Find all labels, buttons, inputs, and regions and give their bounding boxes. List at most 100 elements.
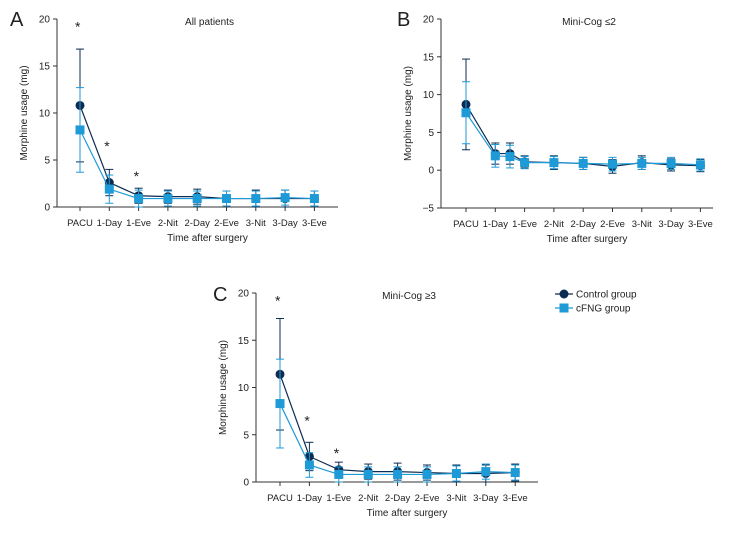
data-point xyxy=(520,158,530,168)
data-point xyxy=(363,469,373,479)
data-point xyxy=(134,194,144,204)
x-tick-label: 2-Eve xyxy=(415,493,440,504)
x-tick-label: 1-Day xyxy=(483,219,509,230)
data-point xyxy=(608,159,617,169)
x-tick-label: 3-Day xyxy=(473,493,499,504)
data-point xyxy=(280,193,290,203)
data-point xyxy=(222,194,231,204)
panel-letter: C xyxy=(213,284,227,306)
significance-marker: * xyxy=(134,168,140,184)
y-tick-label: 0 xyxy=(44,203,50,214)
x-tick-label: 2-Nit xyxy=(544,219,564,230)
x-tick-label: 3-Day xyxy=(272,218,298,229)
x-tick-label: 3-Nit xyxy=(246,218,266,229)
panel-a: A All patients 0 5 10 15 20 PACU 1-Day 1-Eve 2-Nit… xyxy=(10,9,338,244)
x-axis-label: Time after surgery xyxy=(367,508,448,519)
legend-marker-circle xyxy=(559,289,569,299)
y-tick-label: 0 xyxy=(243,478,249,489)
significance-marker: * xyxy=(334,445,340,461)
x-tick-label: 3-Eve xyxy=(503,493,528,504)
y-tick-label: −5 xyxy=(423,204,435,215)
panel-c: C Mini-Cog ≥3 0 5 10 15 20 PACU 1-Day 1-Eve 2-Nit 2… xyxy=(213,284,637,519)
data-point xyxy=(104,184,114,194)
data-point xyxy=(251,194,261,204)
data-point xyxy=(334,469,344,479)
significance-marker: * xyxy=(75,19,81,35)
y-tick-label: 15 xyxy=(39,62,51,73)
data-point xyxy=(578,158,588,168)
legend-label: Control group xyxy=(576,290,637,301)
x-tick-label: 2-Nit xyxy=(358,493,378,504)
data-point xyxy=(695,160,705,170)
data-point xyxy=(637,158,647,168)
x-tick-label: 2-Eve xyxy=(600,219,625,230)
data-point xyxy=(393,469,403,479)
data-point xyxy=(549,158,559,168)
significance-marker: * xyxy=(104,138,110,154)
chart-title: Mini-Cog ≥3 xyxy=(382,291,436,302)
y-axis-label: Morphine usage (mg) xyxy=(403,66,414,161)
series-line xyxy=(465,112,701,166)
series-cfng xyxy=(75,87,319,208)
x-tick-label: 2-Day xyxy=(185,218,211,229)
panel-letter: B xyxy=(397,9,410,31)
series-cfng xyxy=(461,81,705,172)
legend-marker-square xyxy=(559,303,569,313)
data-point xyxy=(275,399,285,409)
y-tick-label: 20 xyxy=(238,289,250,300)
y-tick-label: 20 xyxy=(39,15,51,26)
y-tick-label: 10 xyxy=(39,109,51,120)
data-point xyxy=(163,194,173,204)
x-tick-label: 1-Eve xyxy=(326,493,351,504)
data-point xyxy=(309,194,319,204)
significance-marker: * xyxy=(304,413,310,429)
x-tick-label: 3-Nit xyxy=(446,493,466,504)
y-tick-label: 0 xyxy=(428,166,434,177)
x-tick-label: PACU xyxy=(67,218,93,229)
series-control xyxy=(275,318,520,483)
x-tick-label: 3-Day xyxy=(658,219,684,230)
x-tick-label: 1-Day xyxy=(97,218,123,229)
x-axis-label: Time after surgery xyxy=(547,234,628,245)
x-axis-label: Time after surgery xyxy=(167,233,248,244)
data-point xyxy=(304,460,314,470)
legend-label: cFNG group xyxy=(576,304,631,315)
y-tick-label: 5 xyxy=(428,128,434,139)
x-tick-label: 1-Day xyxy=(297,493,323,504)
x-tick-label: PACU xyxy=(453,219,479,230)
x-tick-label: 3-Nit xyxy=(632,219,652,230)
chart-title: Mini-Cog ≤2 xyxy=(562,17,616,28)
series-line xyxy=(79,129,315,200)
data-point xyxy=(451,468,461,478)
legend: Control group cFNG group xyxy=(555,289,637,315)
y-axis-label: Morphine usage (mg) xyxy=(218,340,229,435)
data-point xyxy=(481,467,491,477)
series-line xyxy=(279,374,516,475)
series-cfng xyxy=(275,358,520,483)
x-tick-label: 1-Eve xyxy=(512,219,537,230)
series-line xyxy=(79,105,315,200)
y-axis-label: Morphine usage (mg) xyxy=(19,65,30,160)
data-point xyxy=(666,158,676,168)
x-tick-label: 3-Eve xyxy=(302,218,327,229)
x-tick-label: PACU xyxy=(267,493,293,504)
panel-b: B Mini-Cog ≤2 −5 0 5 10 15 20 PACU 1-Day 1-Eve 2-Ni… xyxy=(397,9,713,245)
x-tick-label: 2-Day xyxy=(385,493,411,504)
y-tick-label: 15 xyxy=(423,52,435,63)
x-tick-label: 1-Eve xyxy=(126,218,151,229)
data-point xyxy=(505,152,515,162)
data-point xyxy=(192,194,202,204)
panel-letter: A xyxy=(10,9,24,31)
y-tick-label: 10 xyxy=(423,90,435,101)
y-tick-label: 10 xyxy=(238,383,250,394)
series-control xyxy=(75,48,319,208)
data-point xyxy=(422,469,432,479)
x-tick-label: 2-Nit xyxy=(158,218,178,229)
data-point xyxy=(510,468,520,478)
y-tick-label: 5 xyxy=(44,156,50,167)
x-tick-label: 3-Eve xyxy=(688,219,713,230)
y-tick-label: 20 xyxy=(423,15,435,26)
data-point xyxy=(75,125,85,135)
x-tick-label: 2-Day xyxy=(571,219,597,230)
